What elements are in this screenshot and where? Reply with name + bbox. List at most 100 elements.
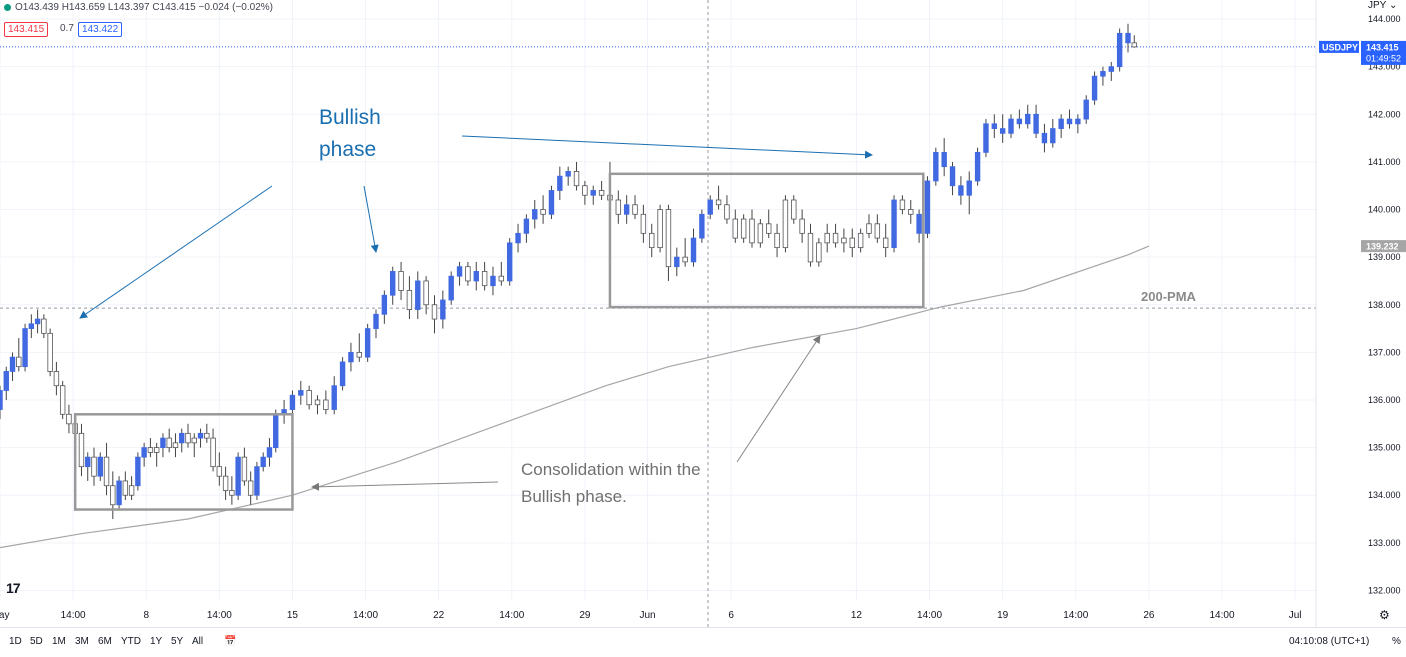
time-tick-label: 15 [287, 610, 299, 621]
candle-body [41, 318, 47, 334]
candle-body [331, 385, 337, 410]
time-tick-label: 26 [1143, 610, 1155, 621]
annotation-layer: Bullish phase Consolidation within the Bull… [73, 106, 1197, 511]
candle-body [172, 442, 179, 449]
candle-body [832, 232, 839, 244]
candle-body [28, 323, 35, 329]
candle-body [456, 266, 463, 277]
candle-body [849, 237, 855, 249]
timeframe-1y[interactable]: 1Y [150, 636, 163, 647]
candle-body [1041, 132, 1048, 144]
price-tick-label: 134.000 [1368, 490, 1401, 500]
candle-body [799, 218, 805, 234]
price-tick-label: 144.000 [1368, 14, 1401, 24]
chevron-down-icon: ⌄ [1388, 0, 1398, 11]
timeframe-3m[interactable]: 3M [75, 636, 89, 647]
candles-layer [0, 23, 1137, 520]
candle-body [690, 237, 697, 263]
symbol-tag [1319, 40, 1359, 53]
candle-body [110, 485, 116, 506]
price-tick-label: 139.000 [1368, 252, 1401, 262]
calendar-range-icon[interactable]: 📅 [224, 636, 237, 647]
candle-body [598, 190, 605, 196]
candle-body [582, 185, 588, 196]
candle-body [431, 304, 438, 320]
consolidation-box [608, 172, 925, 309]
candle-body [356, 351, 362, 358]
candle-body [222, 475, 229, 491]
tradingview-logo-icon[interactable]: 17 [6, 580, 21, 596]
bullish-phase-label: Bullish [319, 106, 381, 129]
candle-body [1075, 118, 1081, 125]
candle-body [1091, 75, 1098, 101]
price-tick-label: 136.000 [1368, 395, 1401, 405]
candle-body [632, 204, 638, 215]
timeframe-5y[interactable]: 5Y [171, 636, 184, 647]
candle-body [824, 232, 830, 244]
candle-body [273, 413, 279, 449]
last-price-tag [1361, 40, 1406, 65]
candle-body [135, 456, 141, 487]
candle-body [1025, 113, 1031, 125]
candle-body [958, 185, 964, 196]
candle-body [1100, 71, 1106, 77]
candle-body [197, 432, 204, 439]
bid-price-button[interactable]: 143.415 [4, 22, 49, 37]
candle-body [59, 385, 66, 415]
candle-body [1016, 118, 1023, 125]
candle-body [364, 328, 371, 358]
timeframe-ytd[interactable]: YTD [121, 636, 141, 647]
price-tick-label: 132.000 [1368, 585, 1401, 595]
chart-grid [0, 0, 1316, 627]
timeframe-6m[interactable]: 6M [98, 636, 112, 647]
candle-body [260, 456, 266, 468]
time-tick-label: 22 [433, 610, 445, 621]
gear-icon[interactable]: ⚙ [1379, 608, 1390, 622]
timeframe-1d[interactable]: 1D [9, 636, 22, 647]
timeframe-all[interactable]: All [192, 636, 204, 647]
candle-body [289, 394, 296, 410]
ask-price-button[interactable]: 143.422 [78, 22, 123, 37]
ma-label: 200-PMA [1141, 289, 1197, 304]
candle-body [565, 171, 571, 177]
candle-body [298, 390, 304, 396]
candle-body [448, 275, 454, 301]
time-tick-label: 14:00 [499, 610, 524, 621]
price-tick-label: 142.000 [1368, 109, 1401, 119]
candle-body [791, 199, 797, 220]
currency-selector[interactable]: JPY ⌄ [1368, 0, 1397, 11]
time-tick-label: 14:00 [61, 610, 86, 621]
candle-body [66, 413, 72, 425]
candle-body [506, 242, 513, 282]
candle-body [381, 294, 388, 315]
time-tick-label: 29 [579, 610, 591, 621]
candle-body [3, 371, 9, 391]
percent-scale-toggle[interactable]: % [1392, 636, 1401, 647]
time-tick-label: 12 [851, 610, 863, 621]
price-tick-label: 141.000 [1368, 157, 1401, 167]
candle-body [166, 437, 172, 449]
ohlc-values: O143.439 H143.659 L143.397 C143.415 −0.0… [15, 2, 273, 13]
timeframe-5d[interactable]: 5D [30, 636, 43, 647]
candle-body [891, 199, 897, 249]
candle-body [707, 199, 713, 215]
candle-body [999, 128, 1006, 134]
price-tick-label: 138.000 [1368, 300, 1401, 310]
candle-body [1066, 118, 1073, 125]
price-tick-label: 133.000 [1368, 538, 1401, 548]
candle-body [481, 271, 488, 287]
clock-readout[interactable]: 04:10:08 (UTC+1) [1289, 636, 1370, 647]
bullish-arrow [363, 185, 379, 253]
candle-body [191, 437, 197, 444]
candle-body [440, 299, 446, 320]
candle-body [185, 432, 191, 444]
candle-body [649, 232, 655, 249]
candle-body [557, 175, 563, 191]
candle-body [674, 256, 680, 268]
candle-body [882, 237, 889, 249]
timeframe-1m[interactable]: 1M [52, 636, 66, 647]
candle-body [9, 356, 16, 372]
candle-body [924, 180, 931, 234]
candle-body [254, 466, 260, 496]
price-tick-label: 143.000 [1368, 62, 1401, 72]
